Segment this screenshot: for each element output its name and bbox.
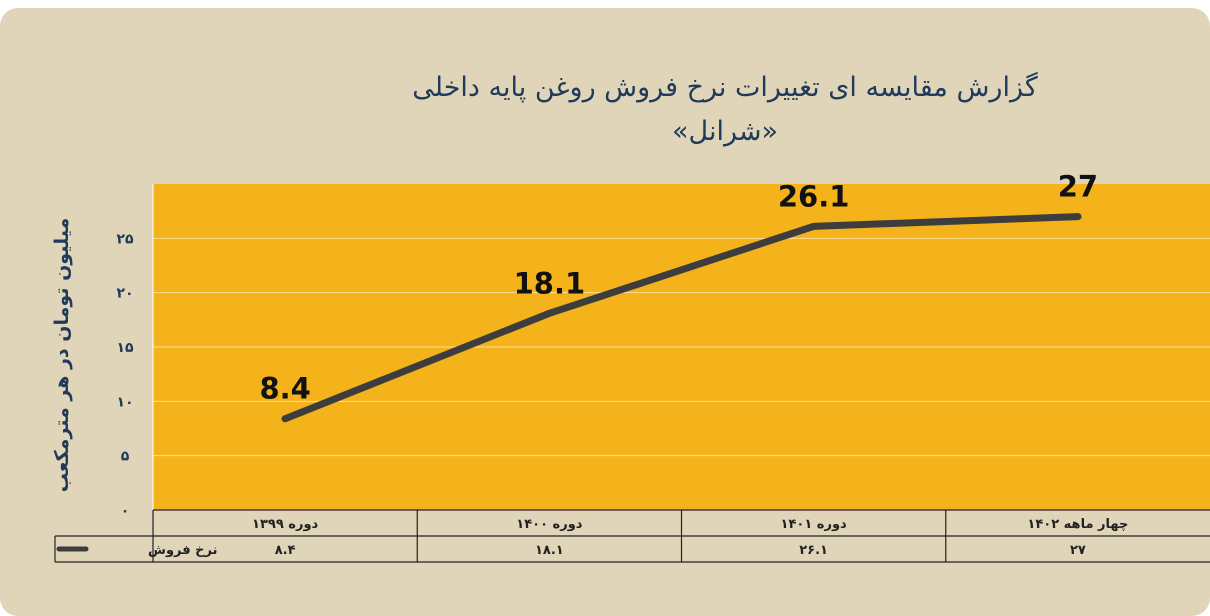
series-line [281,213,1082,423]
data-point [281,415,289,423]
table-value: ۲۶.۱ [799,543,828,558]
table-value: ۲۷ [1070,543,1086,558]
table-value: ۱۸.۱ [535,543,564,558]
legend-label: نرخ فروش [148,543,217,558]
data-point [810,222,818,230]
data-point [1074,213,1082,221]
y-tick-label: ۲۰ [116,286,133,302]
y-tick-label: ۱۰ [116,394,133,410]
x-category-label: دوره ۱۴۰۱ [781,517,848,532]
y-tick-label: ۲۵ [116,231,134,247]
y-tick-label: ۱۵ [116,340,134,356]
data-point [545,309,553,317]
table-value: ۸.۴ [275,543,296,558]
x-category-label: چهار ماهه ۱۴۰۲ [1027,517,1128,532]
data-label: 27 [1058,170,1098,204]
x-category-label: دوره ۱۳۹۹ [252,517,319,532]
chart-title: گزارش مقایسه ای تغییرات نرخ فروش روغن پا… [412,72,1038,103]
data-label: 8.4 [259,372,310,406]
chart-subtitle: «شرانل» [671,116,779,147]
data-label: 18.1 [514,266,586,300]
y-tick-label: ۰ [121,503,130,519]
data-label: 26.1 [778,179,850,213]
y-tick-label: ۵ [121,449,130,465]
x-category-label: دوره ۱۴۰۰ [516,517,583,532]
